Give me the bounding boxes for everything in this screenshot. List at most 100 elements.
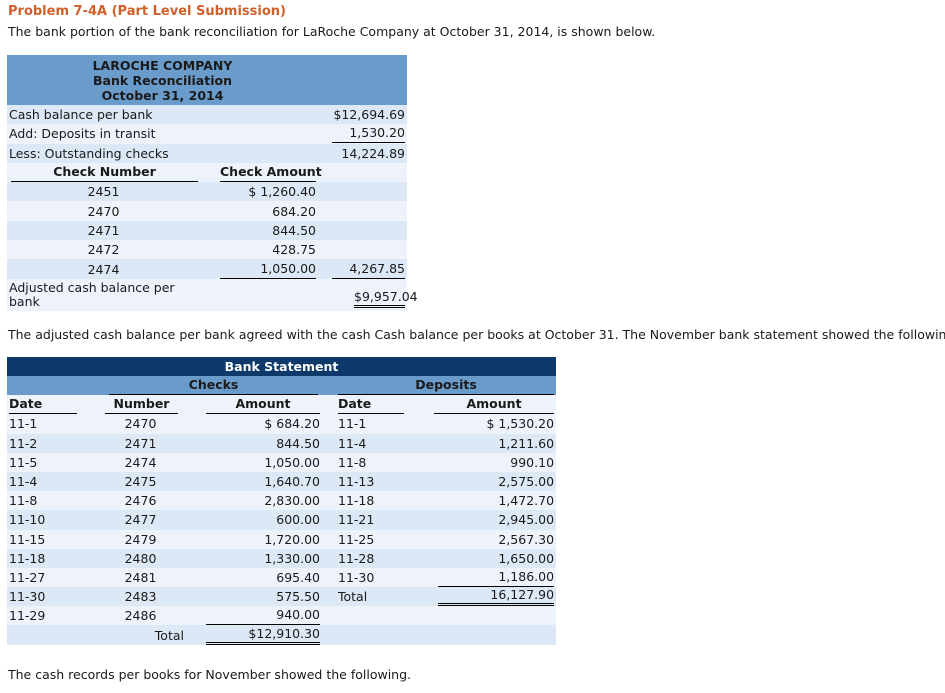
- adjusted-balance-row: Adjusted cash balance per bank $9,957.04: [7, 278, 418, 311]
- deposits-label: Add: Deposits in transit: [7, 124, 319, 144]
- adjusted-label-line2: bank: [9, 293, 40, 309]
- deposit-date: 11-21: [336, 510, 422, 530]
- checks-header-row: Check Number Check Amount: [7, 162, 408, 183]
- cash-records-intro: The cash records per books for November …: [8, 667, 411, 682]
- deposit-date: 11-8: [336, 452, 422, 472]
- check-amount: 1,640.70: [192, 471, 322, 492]
- deposit-date: 11-4: [336, 433, 422, 453]
- adjusted-value: $9,957.04: [354, 289, 418, 308]
- statement-row: 11-1 2470 $ 684.20 11-1 $ 1,530.20: [7, 414, 557, 434]
- outstanding-check-row: 2470 684.20: [7, 201, 408, 221]
- col-amount: Amount: [206, 395, 320, 415]
- statement-row: 11-29 2486 940.00: [7, 606, 557, 626]
- check-date: 11-18: [7, 548, 89, 568]
- deposit-date: 11-30: [336, 567, 422, 588]
- check-number: 2477: [89, 510, 192, 530]
- checks-total: $12,910.30: [206, 626, 320, 645]
- checks-total-label: Total: [89, 625, 192, 645]
- check-amount: 1,050.00: [220, 260, 317, 279]
- statement-row: 11-10 2477 600.00 11-21 2,945.00: [7, 510, 557, 530]
- deposit-amount: 1,472.70: [422, 491, 557, 511]
- bank-statement-title: Bank Statement: [7, 357, 557, 376]
- subtotal-label: Less: Outstanding checks: [7, 143, 319, 163]
- reconciliation-header: LAROCHE COMPANY Bank Reconciliation Octo…: [7, 55, 408, 105]
- col-date: Date: [9, 395, 77, 415]
- bank-reconciliation-table: LAROCHE COMPANY Bank Reconciliation Octo…: [7, 55, 418, 311]
- check-number: 2479: [89, 529, 192, 549]
- check-amount: 600.00: [192, 510, 322, 530]
- intro-text: The bank portion of the bank reconciliat…: [8, 24, 656, 39]
- report-date: October 31, 2014: [101, 88, 224, 103]
- check-amount: 575.50: [192, 587, 322, 607]
- check-number: 2470: [7, 201, 200, 221]
- check-amount: 844.50: [192, 433, 322, 453]
- check-amount: 695.40: [192, 567, 322, 588]
- statement-row: 11-15 2479 1,720.00 11-25 2,567.30: [7, 529, 557, 549]
- report-title: Bank Reconciliation: [93, 73, 232, 88]
- deposit-date: 11-28: [336, 548, 422, 568]
- check-date: 11-30: [7, 587, 89, 607]
- check-amount: 844.50: [200, 220, 319, 241]
- check-amount-header: Check Amount: [220, 163, 322, 183]
- check-number: 2476: [89, 491, 192, 511]
- check-date: 11-10: [7, 510, 89, 530]
- cash-balance-label: Cash balance per bank: [7, 105, 319, 125]
- check-amount: $ 684.20: [192, 414, 322, 434]
- check-amount: 2,830.00: [192, 491, 322, 511]
- deposit-amount: $ 1,530.20: [422, 414, 557, 434]
- check-date: 11-15: [7, 529, 89, 549]
- statement-row: 11-5 2474 1,050.00 11-8 990.10: [7, 452, 557, 472]
- statement-row: 11-2 2471 844.50 11-4 1,211.60: [7, 433, 557, 453]
- statement-row: 11-18 2480 1,330.00 11-28 1,650.00: [7, 548, 557, 568]
- bank-statement-intro: The adjusted cash balance per bank agree…: [8, 327, 945, 342]
- check-date: 11-2: [7, 433, 89, 453]
- outstanding-check-row: 2451 $ 1,260.40: [7, 182, 408, 202]
- checks-section-header: Checks: [109, 376, 318, 396]
- deposit-date: 11-25: [336, 529, 422, 549]
- deposit-amount: 2,945.00: [422, 510, 557, 530]
- statement-row: 11-8 2476 2,830.00 11-18 1,472.70: [7, 491, 557, 511]
- deposit-date: 11-1: [336, 414, 422, 434]
- check-amount: 1,050.00: [192, 452, 322, 472]
- check-number: 2475: [89, 471, 192, 492]
- check-number: 2451: [7, 182, 200, 202]
- deposit-amount: 1,650.00: [422, 548, 557, 568]
- deposit-amount: 2,567.30: [422, 529, 557, 549]
- statement-row: 11-4 2475 1,640.70 11-13 2,575.00: [7, 471, 557, 492]
- col-deposit-date: Date: [338, 395, 404, 415]
- check-number: 2474: [89, 452, 192, 472]
- bank-statement-title-row: Bank Statement: [7, 357, 557, 376]
- company-name: LAROCHE COMPANY: [92, 58, 233, 73]
- checks-total-row: Total $12,910.30: [7, 625, 557, 645]
- outstanding-total: 4,267.85: [332, 260, 406, 279]
- check-amount: 940.00: [206, 606, 320, 626]
- deposit-amount: 2,575.00: [422, 471, 557, 492]
- outstanding-check-row: 2471 844.50: [7, 220, 408, 241]
- check-number: 2472: [7, 240, 200, 260]
- deposits-total: 16,127.90: [438, 587, 555, 607]
- deposit-date: 11-18: [336, 491, 422, 511]
- deposit-amount: 1,211.60: [422, 433, 557, 453]
- check-date: 11-27: [7, 567, 89, 588]
- check-amount: 1,720.00: [192, 529, 322, 549]
- statement-row: 11-30 2483 575.50 Total 16,127.90: [7, 587, 557, 607]
- outstanding-check-row: 2474 1,050.00 4,267.85: [7, 259, 408, 279]
- check-amount: $ 1,260.40: [200, 182, 319, 202]
- check-date: 11-4: [7, 471, 89, 492]
- column-header-row: Date Number Amount Date Amount: [7, 395, 557, 415]
- check-number: 2481: [89, 567, 192, 588]
- check-date: 11-29: [7, 606, 89, 626]
- deposits-value: 1,530.20: [332, 124, 406, 144]
- section-header-row: Checks Deposits: [7, 376, 557, 396]
- deposits-section-header: Deposits: [338, 376, 555, 396]
- check-amount: 1,330.00: [192, 548, 322, 568]
- statement-row: 11-27 2481 695.40 11-30 1,186.00: [7, 567, 557, 588]
- check-amount: 428.75: [200, 240, 319, 260]
- outstanding-check-row: 2472 428.75: [7, 240, 408, 260]
- col-deposit-amount: Amount: [434, 395, 555, 415]
- check-number: 2471: [7, 220, 200, 241]
- cash-balance-row: Cash balance per bank $12,694.69: [7, 105, 408, 125]
- deposit-amount: 990.10: [422, 452, 557, 472]
- check-date: 11-5: [7, 452, 89, 472]
- check-number: 2486: [89, 606, 192, 626]
